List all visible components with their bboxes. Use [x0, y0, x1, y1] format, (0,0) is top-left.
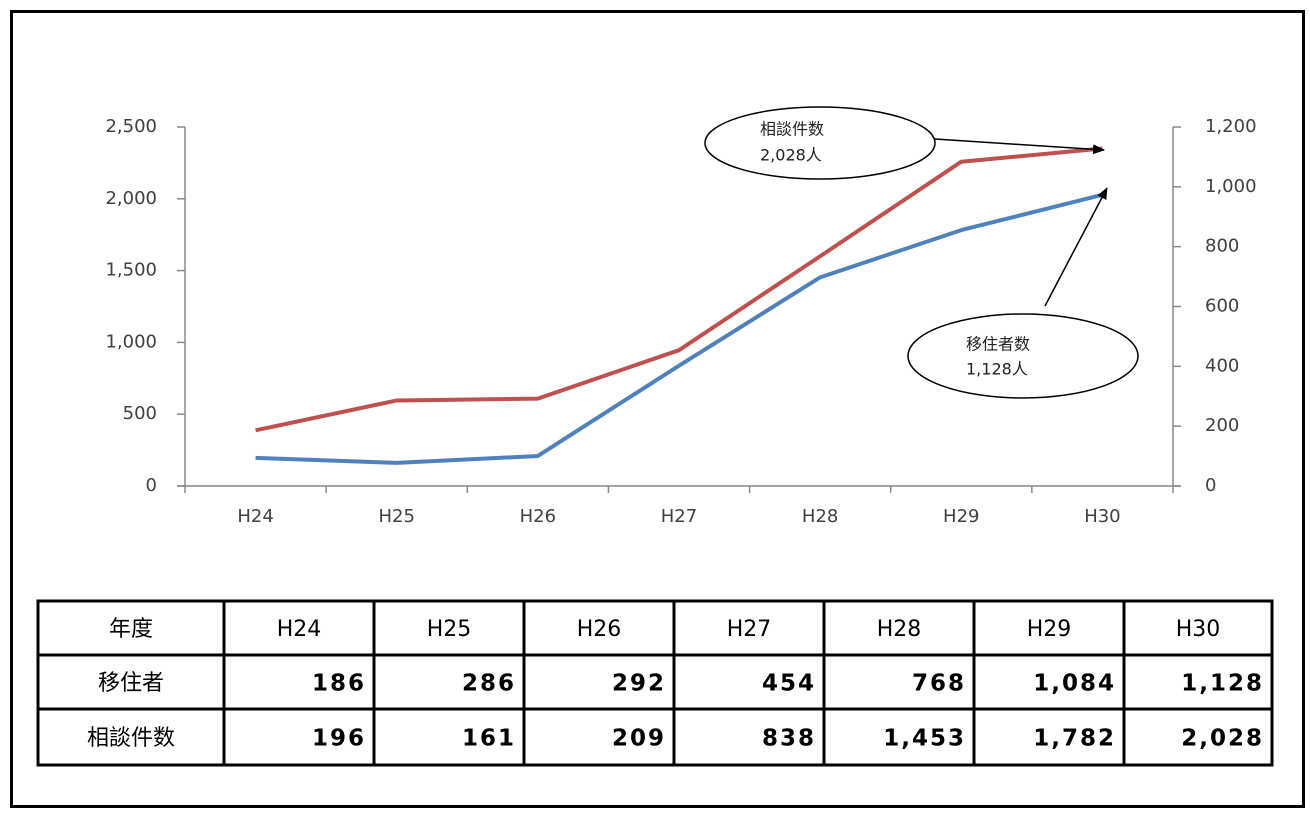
- table-cell: 1,453: [883, 726, 966, 752]
- y-tick-label: 2,000: [105, 188, 157, 209]
- callout-text: 相談件数: [760, 120, 824, 139]
- table-row-header: 移住者: [98, 671, 164, 696]
- table-cell: 1,128: [1181, 671, 1264, 697]
- table-cell: 161: [462, 726, 516, 752]
- table-cell: 454: [762, 671, 816, 697]
- y-tick-label: 500: [123, 403, 157, 424]
- table-header: H29: [1027, 617, 1072, 642]
- y2-tick-label: 0: [1205, 475, 1216, 496]
- x-tick-label: H24: [237, 506, 273, 527]
- series-line: [255, 146, 1103, 433]
- plot: 0 500 1,000 1,500 2,000 2,500 0 200 400 600 800 1,0…: [105, 116, 1256, 527]
- y-tick-label: 1,000: [105, 331, 157, 352]
- x-tick-label: H29: [943, 506, 979, 527]
- table-header: H24: [277, 617, 322, 642]
- callout-text: 1,128人: [966, 360, 1028, 379]
- table-cell: 292: [612, 671, 666, 697]
- table-cell: 1,782: [1033, 726, 1116, 752]
- table-cell: 196: [312, 726, 366, 752]
- table-cell: 1,084: [1033, 671, 1116, 697]
- table-cell: 2,028: [1181, 726, 1264, 752]
- table: 年度 H24 H25 H26 H27 H28 H29 H30 移住者 186 286 292 454 76…: [36, 599, 1274, 767]
- x-tick-label: H27: [661, 506, 697, 527]
- table-header: 年度: [109, 617, 153, 642]
- table-cell: 286: [462, 671, 516, 697]
- series-line: [255, 192, 1103, 465]
- table-cell: 768: [912, 671, 966, 697]
- table-header: H25: [427, 617, 472, 642]
- table-header: H30: [1176, 617, 1221, 642]
- callout: [704, 106, 936, 180]
- y2-tick-label: 200: [1205, 415, 1239, 436]
- x-tick-label: H30: [1084, 506, 1120, 527]
- table-header: H27: [727, 617, 772, 642]
- x-tick-label: H28: [802, 506, 838, 527]
- table-row-header: 相談件数: [87, 726, 175, 751]
- y2-tick-label: 800: [1205, 236, 1239, 257]
- callout-arrow: [1044, 187, 1108, 307]
- y-tick-label: 1,500: [105, 260, 157, 281]
- y-tick-label: 0: [146, 475, 157, 496]
- y2-tick-label: 400: [1205, 355, 1239, 376]
- y2-tick-label: 600: [1205, 296, 1239, 317]
- y2-tick-label: 1,200: [1205, 116, 1257, 137]
- table-cell: 209: [612, 726, 666, 752]
- y-tick-label: 2,500: [105, 116, 157, 137]
- x-tick-label: H26: [520, 506, 556, 527]
- table-cell: 186: [312, 671, 366, 697]
- frame: [10, 10, 1305, 808]
- callout-text: 2,028人: [760, 146, 822, 165]
- callout: [907, 313, 1139, 399]
- callout-arrow: [934, 138, 1105, 155]
- table-cell: 838: [762, 726, 816, 752]
- callout-text: 移住者数: [966, 335, 1030, 354]
- x-tick-label: H25: [378, 506, 414, 527]
- table-header: H28: [877, 617, 922, 642]
- table-header: H26: [577, 617, 622, 642]
- y2-tick-label: 1,000: [1205, 176, 1257, 197]
